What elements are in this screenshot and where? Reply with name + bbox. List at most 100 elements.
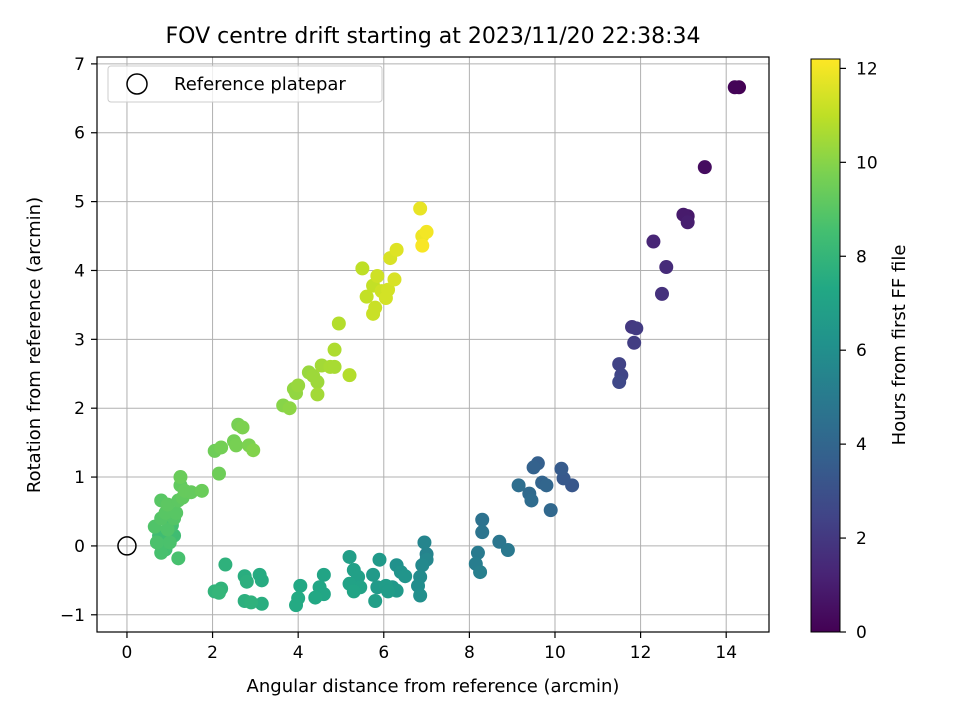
scatter-point xyxy=(310,387,325,402)
data-points xyxy=(147,80,747,613)
x-tick-label: 10 xyxy=(544,643,566,663)
x-tick-label: 0 xyxy=(122,643,133,663)
legend-entry-reference: Reference platepar xyxy=(174,74,346,95)
scatter-point xyxy=(387,272,402,287)
x-tick-label: 12 xyxy=(630,643,652,663)
scatter-point xyxy=(214,440,229,455)
reference-platepar-marker xyxy=(117,536,137,556)
scatter-point xyxy=(475,525,490,540)
colorbar: 0 2 4 6 8 10 12 Hours from first FF file xyxy=(810,58,910,643)
scatter-point xyxy=(342,368,357,383)
scatter-point xyxy=(419,224,434,239)
scatter-point xyxy=(293,578,308,593)
scatter-point xyxy=(398,569,413,584)
scatter-point xyxy=(229,438,244,453)
scatter-point xyxy=(381,282,396,297)
scatter-point xyxy=(162,535,177,550)
scatter-point xyxy=(511,478,526,493)
scatter-point xyxy=(289,598,304,613)
plot-frame xyxy=(96,56,770,633)
y-tick-label: 7 xyxy=(74,55,85,75)
scatter-point xyxy=(194,483,209,498)
scatter-point xyxy=(381,584,396,599)
scatter-point xyxy=(346,584,361,599)
scatter-point xyxy=(218,557,233,572)
colorbar-tick-label: 4 xyxy=(856,435,867,455)
y-tick-label: 0 xyxy=(74,537,85,557)
colorbar-gradient xyxy=(810,58,841,633)
y-tick-label: 3 xyxy=(74,330,85,350)
scatter-point xyxy=(342,549,357,564)
scatter-point xyxy=(244,595,259,610)
scatter-point xyxy=(659,260,674,275)
colorbar-tick-label: 10 xyxy=(856,153,878,173)
scatter-point xyxy=(254,573,269,588)
y-tick-label: 2 xyxy=(74,399,85,419)
scatter-point xyxy=(629,321,644,336)
scatter-point xyxy=(372,552,387,567)
scatter-point xyxy=(543,503,558,518)
chart-title: FOV centre drift starting at 2023/11/20 … xyxy=(166,24,701,49)
y-tick-label: 5 xyxy=(74,193,85,213)
x-axis: 0 2 4 6 8 10 12 14 xyxy=(122,632,737,663)
legend-reference-marker xyxy=(126,73,148,95)
scatter-point xyxy=(173,470,188,485)
scatter-point xyxy=(500,543,515,558)
colorbar-tick-label: 0 xyxy=(856,623,867,643)
scatter-point xyxy=(524,493,539,508)
scatter-point xyxy=(149,535,164,550)
scatter-point xyxy=(316,567,331,582)
scatter-point xyxy=(526,460,541,475)
scatter-point xyxy=(160,522,175,537)
scatter-point xyxy=(413,201,428,216)
scatter-point xyxy=(310,375,325,390)
y-tick-label: 1 xyxy=(74,468,85,488)
grid-lines xyxy=(97,57,769,632)
scatter-point xyxy=(211,466,226,481)
scatter-point xyxy=(239,574,254,589)
scatter-point xyxy=(331,316,346,331)
scatter-point xyxy=(612,375,627,390)
scatter-point xyxy=(646,234,661,249)
x-tick-label: 14 xyxy=(715,643,737,663)
y-tick-label: −1 xyxy=(60,606,85,626)
scatter-point xyxy=(160,497,175,512)
scatter-point xyxy=(184,485,199,500)
scatter-point xyxy=(368,300,383,315)
scatter-point xyxy=(654,286,669,301)
scatter-point xyxy=(368,594,383,609)
scatter-point xyxy=(327,342,342,357)
scatter-point xyxy=(291,378,306,393)
x-tick-label: 2 xyxy=(207,643,218,663)
scatter-point xyxy=(355,261,370,276)
scatter-point xyxy=(211,585,226,600)
scatter-point xyxy=(475,512,490,527)
scatter-point xyxy=(415,238,430,253)
scatter-point xyxy=(417,535,432,550)
scatter-point xyxy=(473,565,488,580)
plot-background xyxy=(97,57,769,632)
scatter-point xyxy=(470,545,485,560)
scatter-point xyxy=(413,588,428,603)
scatter-point xyxy=(370,268,385,283)
y-axis: −1 0 1 2 3 4 5 6 7 xyxy=(60,55,97,626)
x-tick-label: 8 xyxy=(464,643,475,663)
scatter-point xyxy=(359,289,374,304)
scatter-point xyxy=(539,478,554,493)
scatter-point xyxy=(254,596,269,611)
scatter-point xyxy=(727,80,742,95)
colorbar-tick-label: 8 xyxy=(856,247,867,267)
scatter-point xyxy=(235,420,250,435)
colorbar-ticks: 0 2 4 6 8 10 12 xyxy=(840,59,878,643)
scatter-point xyxy=(554,461,569,476)
scatter-point xyxy=(627,335,642,350)
scatter-point xyxy=(415,558,430,573)
scatter-point xyxy=(327,359,342,374)
y-tick-label: 4 xyxy=(74,261,85,281)
scatter-point xyxy=(389,242,404,257)
colorbar-tick-label: 12 xyxy=(856,59,878,79)
scatter-point xyxy=(697,160,712,175)
scatter-point xyxy=(366,567,381,582)
